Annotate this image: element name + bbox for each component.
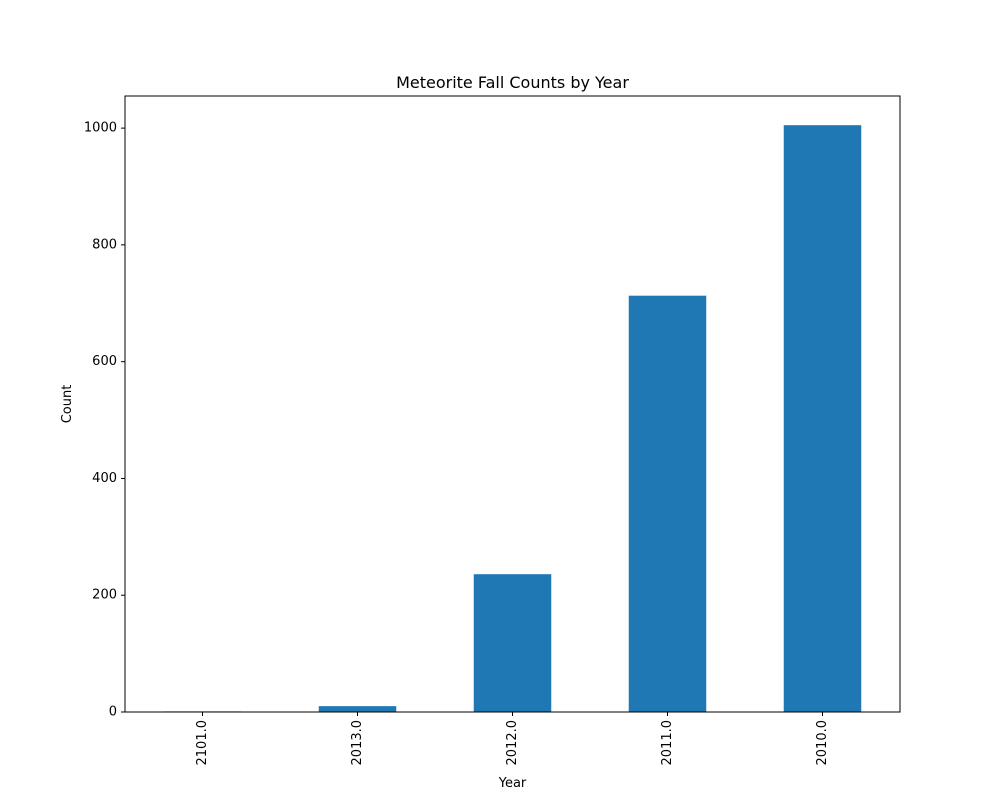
y-axis-label: Count	[60, 385, 75, 424]
bar	[473, 574, 552, 712]
x-axis-label: Year	[498, 776, 527, 791]
x-tick-label: 2101.0	[195, 720, 210, 766]
y-tick-label: 200	[92, 588, 117, 603]
bars-layer	[163, 125, 862, 712]
y-tick-label: 600	[92, 354, 117, 369]
bar	[318, 706, 397, 712]
y-tick-label: 1000	[84, 121, 117, 136]
y-tick-label: 0	[109, 705, 117, 720]
x-tick-label: 2011.0	[660, 720, 675, 766]
chart-title: Meteorite Fall Counts by Year	[396, 73, 629, 92]
bar	[783, 125, 862, 712]
x-tick-label: 2013.0	[350, 720, 365, 766]
bar	[628, 295, 707, 712]
ticks-layer: 2101.0 2013.0 2012.0 2011.0 2010.0 0 200 400 600…	[84, 121, 830, 766]
y-tick-label: 800	[92, 237, 117, 252]
y-tick-label: 400	[92, 471, 117, 486]
plot-area-frame	[124, 95, 901, 713]
x-tick-label: 2012.0	[505, 720, 520, 766]
x-tick-label: 2010.0	[815, 720, 830, 766]
